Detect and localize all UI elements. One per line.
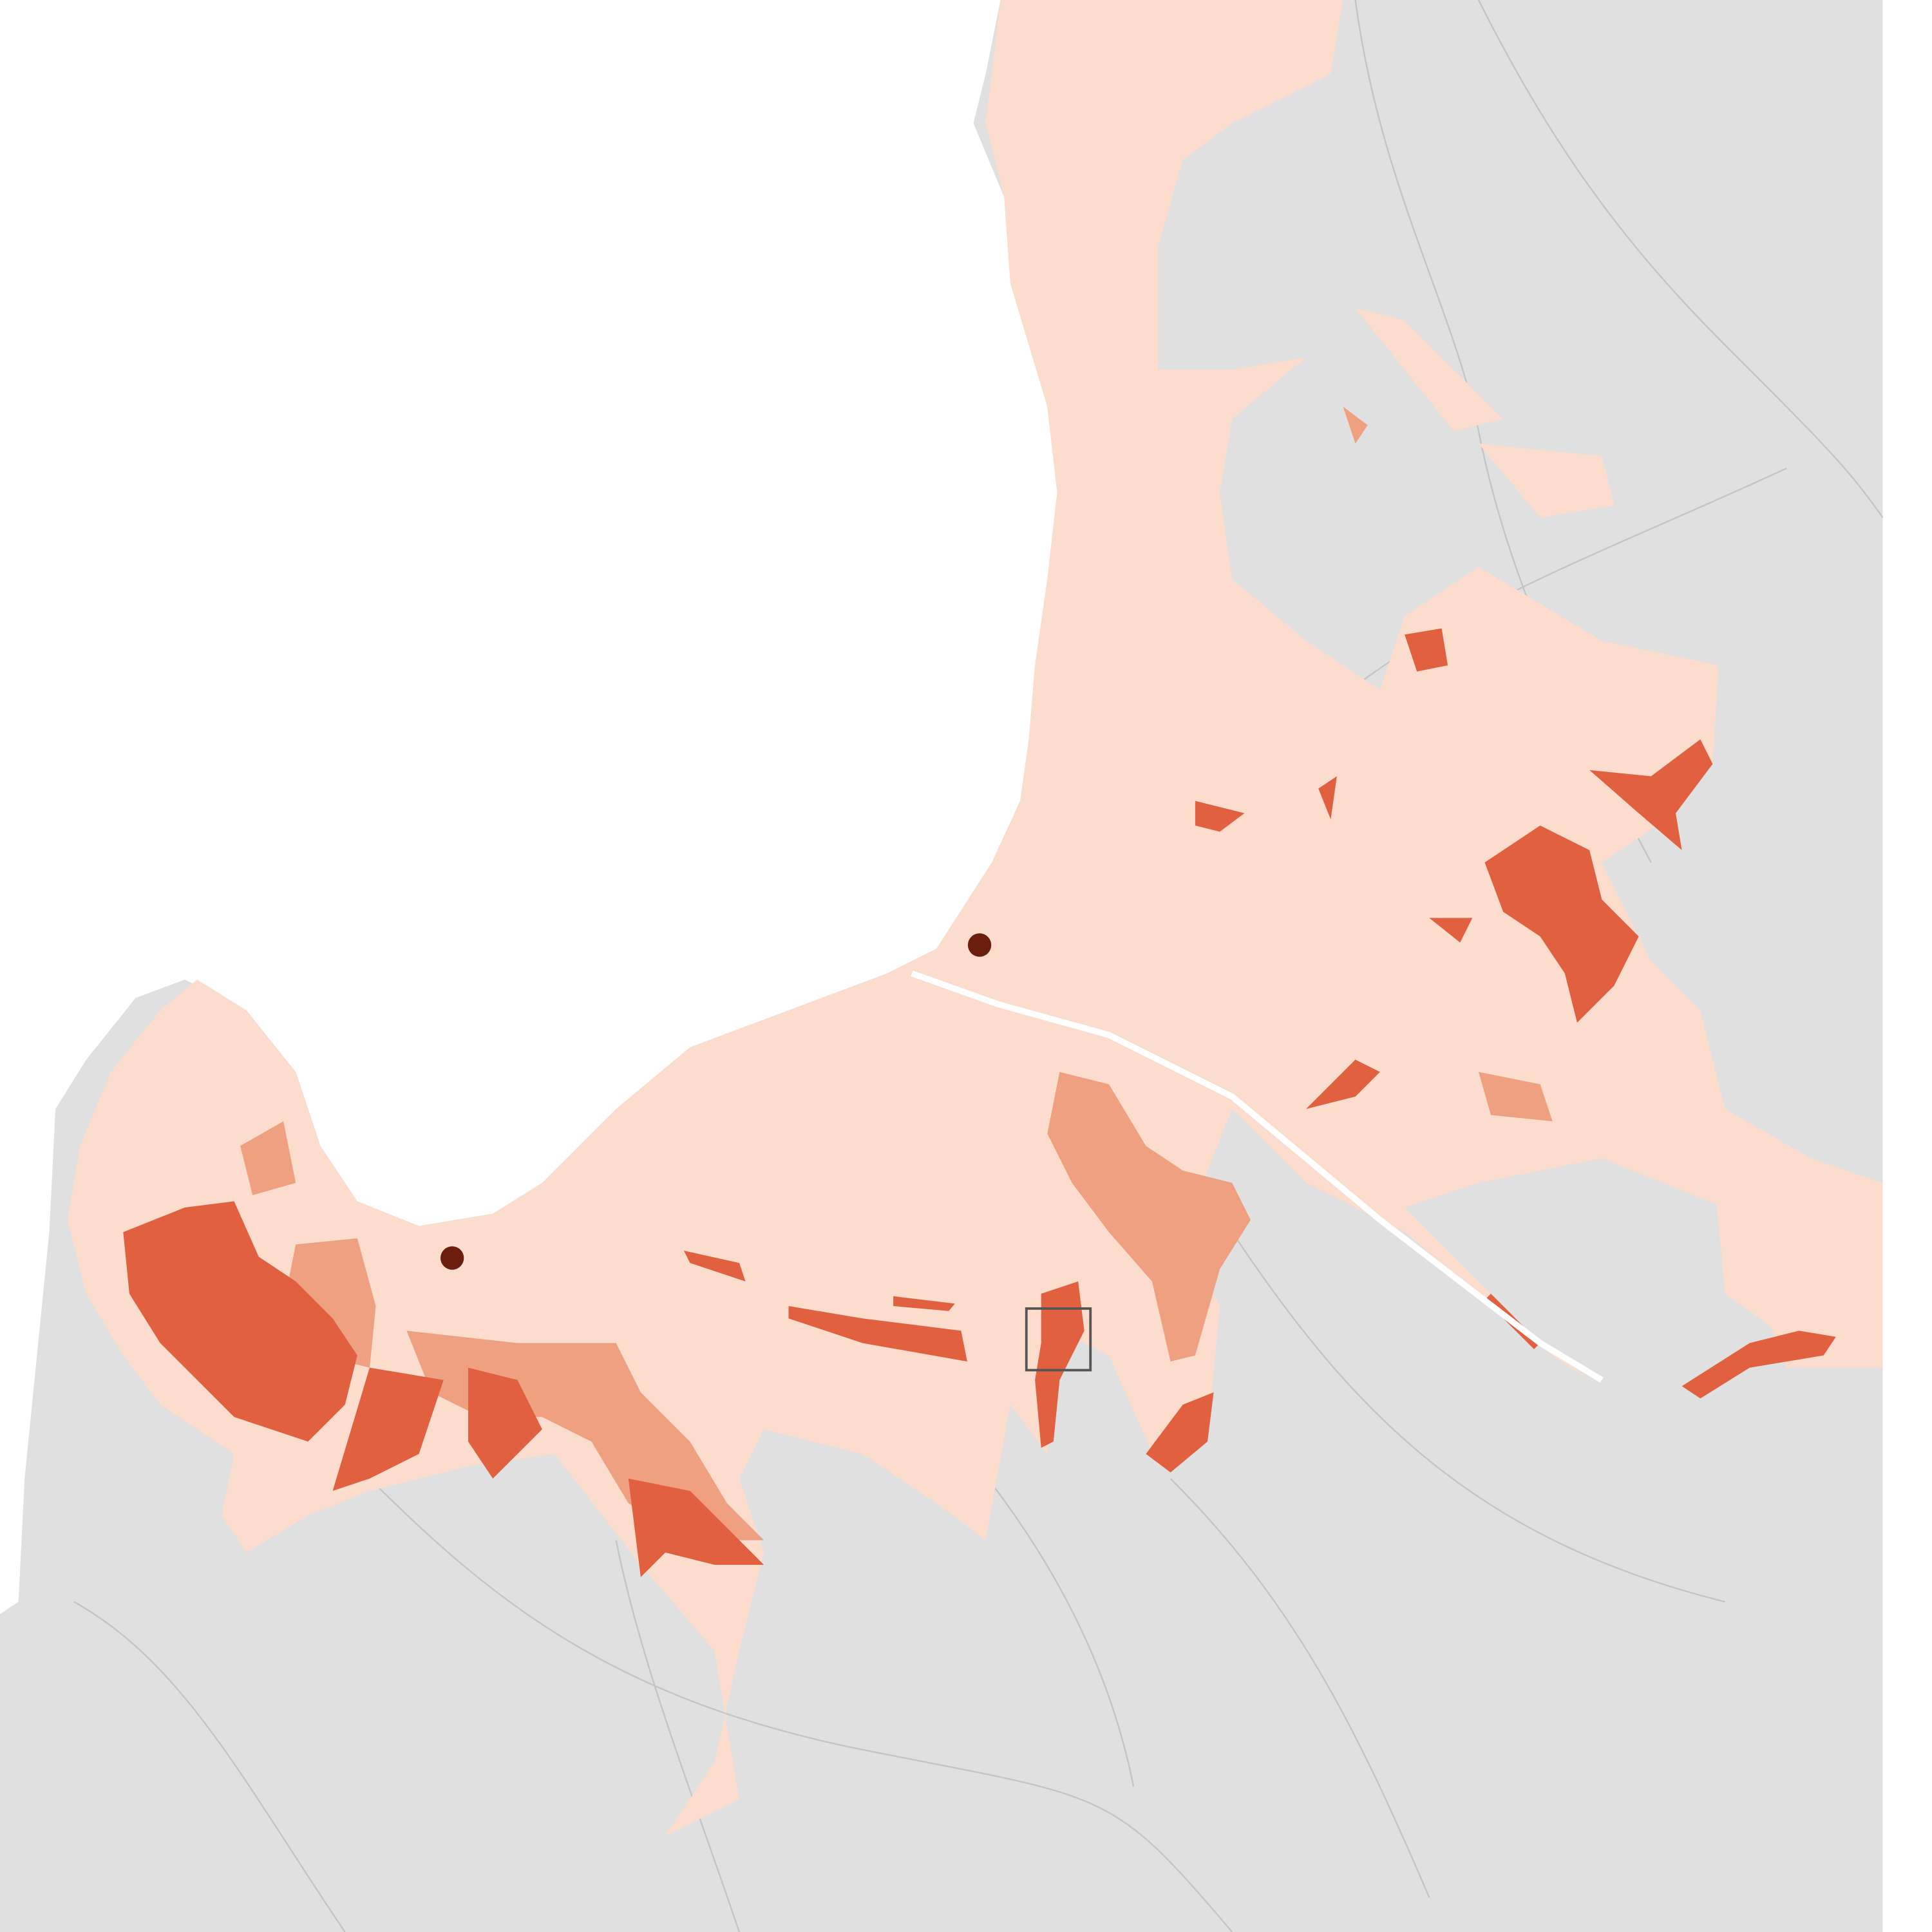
marker-west (440, 1246, 464, 1270)
inset-box (1025, 1307, 1092, 1372)
sea (0, 0, 1057, 1615)
river (911, 970, 1604, 1383)
marker-north (967, 933, 992, 957)
right-margin (1882, 0, 1932, 1932)
